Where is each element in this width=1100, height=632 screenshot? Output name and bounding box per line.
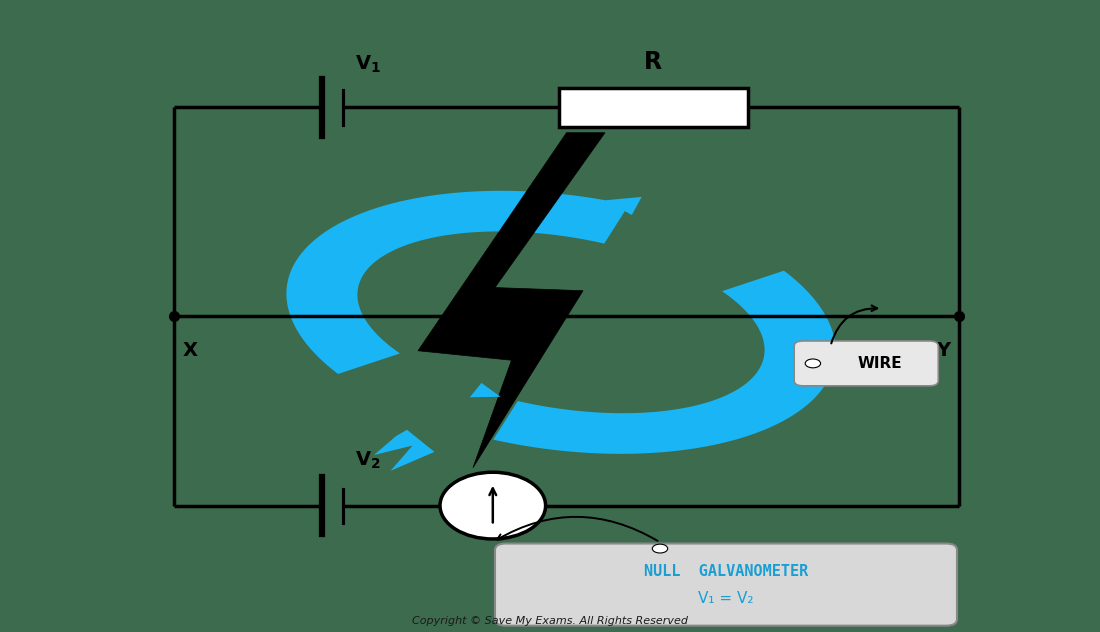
Text: $\mathbf{V_2}$: $\mathbf{V_2}$ [355, 449, 381, 471]
Ellipse shape [440, 472, 546, 539]
Polygon shape [418, 133, 605, 468]
Polygon shape [374, 430, 434, 471]
FancyBboxPatch shape [559, 88, 748, 127]
FancyBboxPatch shape [794, 341, 938, 386]
Text: R: R [645, 50, 662, 74]
FancyBboxPatch shape [495, 544, 957, 626]
Polygon shape [493, 270, 836, 454]
Circle shape [805, 359, 821, 368]
Polygon shape [605, 197, 641, 215]
Text: WIRE: WIRE [857, 356, 902, 371]
Text: Copyright © Save My Exams. All Rights Reserved: Copyright © Save My Exams. All Rights Re… [412, 616, 688, 626]
Polygon shape [470, 383, 500, 398]
Polygon shape [286, 191, 629, 374]
Text: $\mathbf{V_1}$: $\mathbf{V_1}$ [355, 54, 382, 75]
Text: NULL  GALVANOMETER: NULL GALVANOMETER [644, 564, 808, 580]
Text: V₁ = V₂: V₁ = V₂ [698, 591, 754, 606]
Text: X: X [183, 341, 198, 360]
Circle shape [652, 544, 668, 553]
Text: Y: Y [936, 341, 950, 360]
